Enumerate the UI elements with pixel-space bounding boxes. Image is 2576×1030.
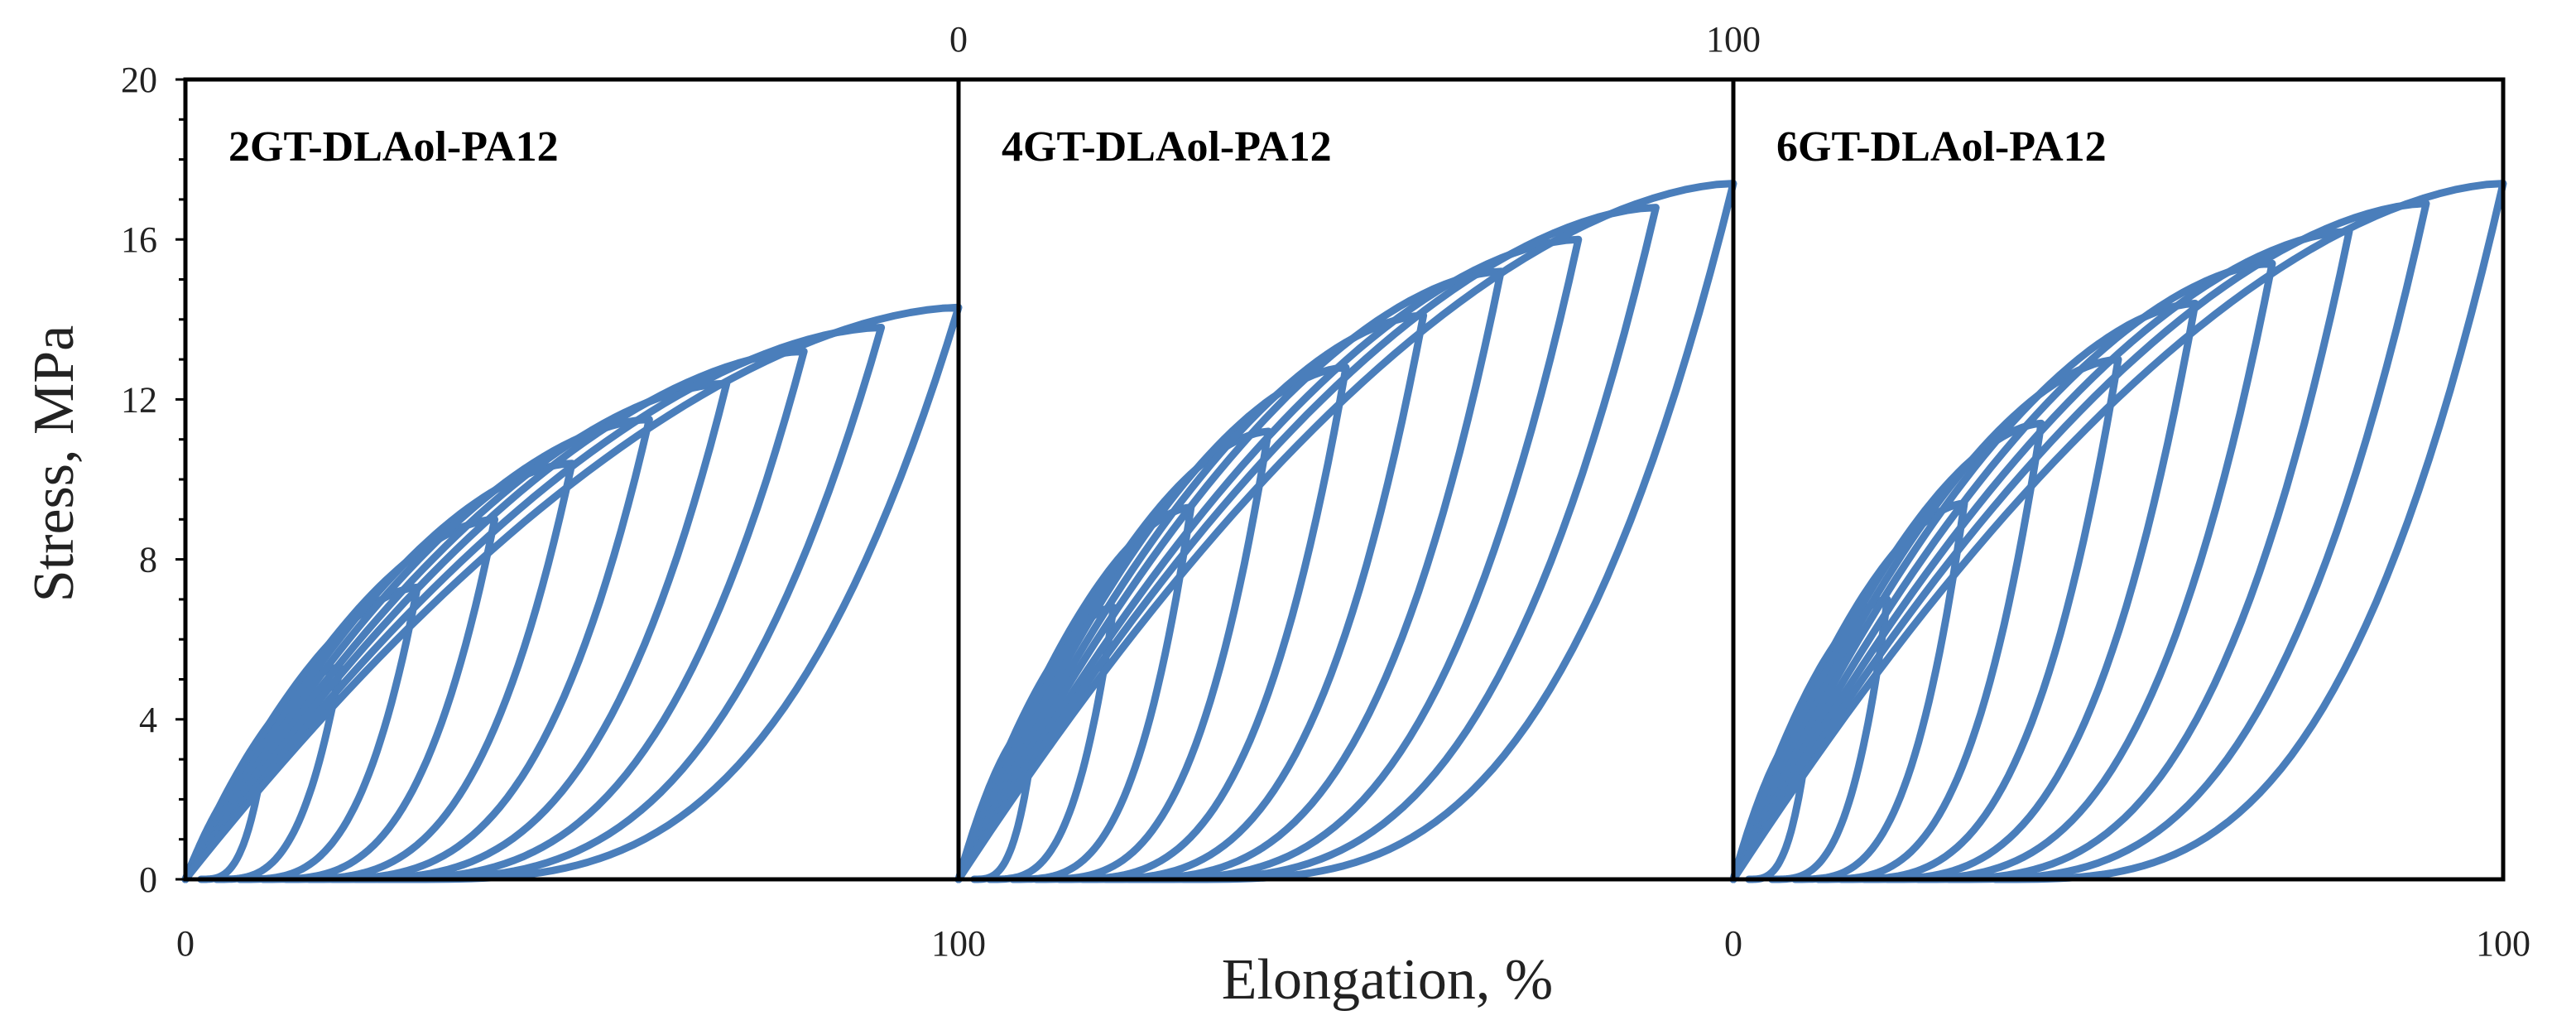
hysteresis-loop-2-8 <box>954 235 1583 883</box>
labels-layer: 2GT-DLAol-PA12 4GT-DLAol-PA12 6GT-DLAol-PA… <box>121 19 2530 964</box>
y-tick-label: 8 <box>139 540 157 580</box>
hysteresis-loop-3-7 <box>1729 259 2276 883</box>
x-tick-label-top: 100 <box>1706 19 1761 60</box>
hysteresis-loop-1-9 <box>181 324 886 883</box>
hysteresis-loop-1-5 <box>181 460 576 883</box>
y-axis-title: Stress, MPa <box>22 325 86 602</box>
x-tick-label-bottom: 0 <box>176 923 195 964</box>
panel-label-1: 2GT-DLAol-PA12 <box>228 123 559 171</box>
y-tick-label: 20 <box>121 60 157 100</box>
curves-layer <box>181 180 2507 883</box>
x-axis-title: Elongation, % <box>1222 948 1553 1012</box>
x-tick-label-bottom: 0 <box>1724 923 1742 964</box>
panel-label-3: 6GT-DLAol-PA12 <box>1776 123 2107 171</box>
x-tick-label-top: 0 <box>949 19 968 60</box>
y-tick-label: 4 <box>139 700 157 740</box>
hysteresis-loop-2-9 <box>954 204 1660 883</box>
x-tick-label-bottom: 100 <box>2476 923 2530 964</box>
hysteresis-loop-1-8 <box>181 347 808 883</box>
y-tick-label: 12 <box>121 379 157 420</box>
hysteresis-loop-3-9 <box>1729 200 2430 883</box>
hysteresis-loop-3-10 <box>1729 180 2507 883</box>
ticks-layer <box>175 78 185 881</box>
panel-label-2: 4GT-DLAol-PA12 <box>1002 123 1332 171</box>
hysteresis-loop-3-4 <box>1729 419 2045 883</box>
hysteresis-loop-1-4 <box>181 515 499 883</box>
hysteresis-loop-2-5 <box>954 363 1350 883</box>
x-tick-label-bottom: 100 <box>931 923 986 964</box>
panel-frame-3 <box>1731 77 2506 882</box>
y-tick-label: 0 <box>139 859 157 900</box>
y-tick-label: 16 <box>121 219 157 260</box>
hysteresis-loop-1-6 <box>181 416 653 883</box>
hysteresis-loop-2-10 <box>954 180 1737 883</box>
hysteresis-loop-1-10 <box>181 303 963 883</box>
hysteresis-loop-3-5 <box>1729 355 2122 883</box>
